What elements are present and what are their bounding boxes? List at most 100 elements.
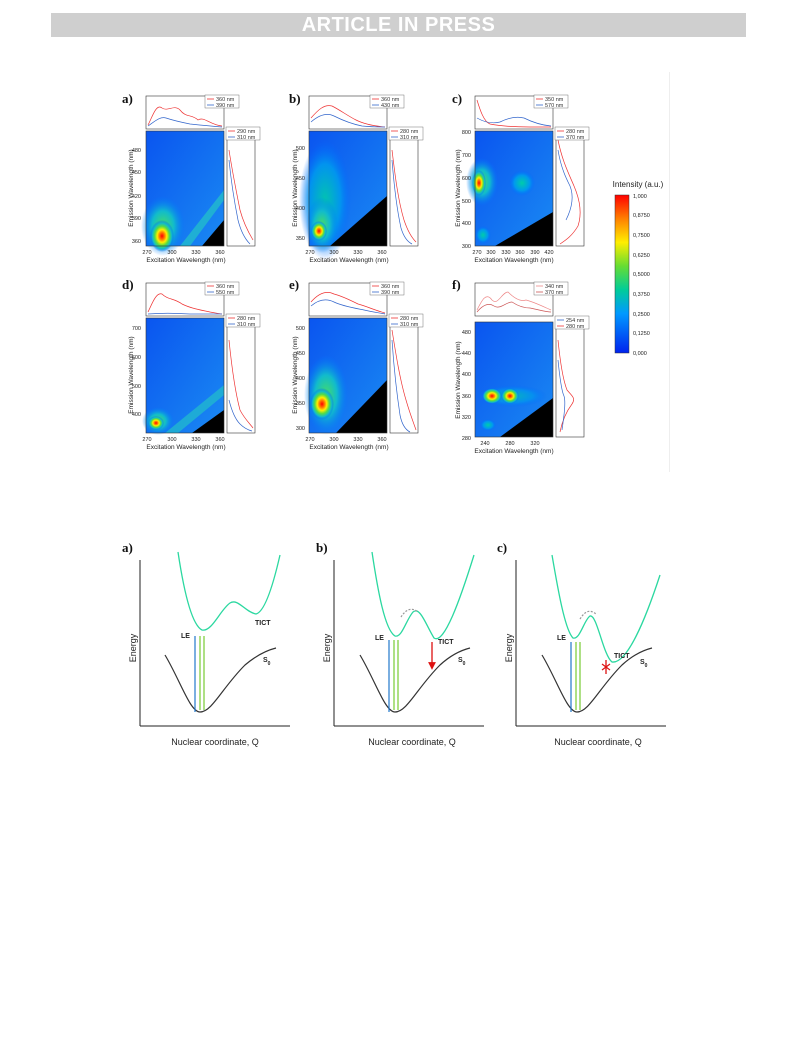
side-spectrum-red: [228, 149, 254, 241]
blocked-cross-icon: [601, 663, 611, 671]
eem-panel-f: f) 340 nm 370 nm 254 nm 280 nm 480 440: [452, 277, 590, 455]
panel-label: c): [497, 540, 507, 555]
y-tick: 500: [462, 199, 471, 205]
legend-entry: 360 nm: [216, 284, 235, 290]
y-tick: 300: [296, 426, 305, 432]
panel-label: e): [289, 277, 299, 292]
eem-contour: [509, 170, 535, 196]
legend-entry: 280 nm: [400, 316, 419, 322]
eem-peak: [150, 220, 174, 252]
colorbar-tick: 0,2500: [633, 312, 650, 318]
tict-label: TICT: [255, 620, 271, 627]
y-tick: 400: [132, 412, 141, 418]
eem-peak: [501, 388, 519, 404]
y-tick: 600: [462, 176, 471, 182]
y-tick: 360: [132, 239, 141, 245]
legend-entry: 390 nm: [381, 290, 400, 296]
y-tick: 420: [132, 194, 141, 200]
panel-label: b): [289, 91, 301, 106]
colorbar-tick: 0,5000: [633, 272, 650, 278]
side-spectrum-red: [557, 339, 574, 433]
eem-peak: [482, 388, 502, 404]
top-spectrum-blue: [147, 117, 223, 128]
excited-state-curve: [177, 551, 281, 631]
x-tick: 270: [142, 250, 151, 256]
x-axis-label: Excitation Wavelength (nm): [474, 448, 553, 455]
y-tick: 500: [296, 146, 305, 152]
y-tick: 300: [462, 244, 471, 250]
x-tick: 270: [305, 437, 314, 443]
legend-entry: 280 nm: [566, 129, 585, 135]
legend-entry: 360 nm: [381, 97, 400, 103]
legend-entry: 310 nm: [400, 135, 419, 141]
y-axis-label: Energy: [504, 633, 514, 662]
top-legend: 340 nm 370 nm: [533, 281, 569, 296]
excited-state-curve: [371, 551, 475, 640]
eem-contour: [480, 419, 496, 431]
side-legend: 280 nm 310 nm: [388, 313, 424, 328]
y-tick: 390: [132, 216, 141, 222]
ground-state-curve: [359, 647, 471, 713]
x-tick: 330: [501, 250, 510, 256]
le-label: LE: [557, 635, 566, 642]
legend-entry: 430 nm: [381, 103, 400, 109]
panel-label: a): [122, 540, 133, 555]
eem-panel-a: a) 360 nm 390 nm 290 nm 310 nm 480 450 4…: [122, 91, 261, 264]
y-tick: 400: [296, 376, 305, 382]
side-spectrum-blue: [391, 339, 411, 433]
y-tick: 400: [296, 206, 305, 212]
x-tick: 300: [329, 437, 338, 443]
legend-entry: 370 nm: [545, 290, 564, 296]
x-axis-label: Nuclear coordinate, Q: [554, 737, 642, 747]
x-axis-label: Excitation Wavelength (nm): [146, 444, 225, 451]
legend-entry: 280 nm: [566, 324, 585, 330]
side-legend: 280 nm 370 nm: [554, 126, 590, 141]
y-axis-label: Emission Wavelength (nm): [455, 341, 462, 418]
ground-state-curve: [541, 647, 653, 713]
y-tick: 450: [132, 170, 141, 176]
x-tick: 330: [353, 437, 362, 443]
masked-region: [192, 410, 224, 433]
legend-entry: 360 nm: [381, 284, 400, 290]
colorbar-tick: 0,3750: [633, 292, 650, 298]
x-axis-label: Excitation Wavelength (nm): [309, 257, 388, 264]
y-tick: 700: [462, 153, 471, 159]
legend-entry: 340 nm: [545, 284, 564, 290]
colorbar-gradient: [614, 194, 630, 354]
side-spectrum-blue: [228, 399, 253, 432]
y-tick: 450: [296, 351, 305, 357]
x-axis-label: Nuclear coordinate, Q: [171, 737, 259, 747]
x-tick: 330: [191, 437, 200, 443]
y-tick: 280: [462, 436, 471, 442]
legend-entry: 570 nm: [545, 103, 564, 109]
scatter-ridge: [165, 385, 224, 433]
y-tick: 600: [132, 355, 141, 361]
x-tick: 360: [377, 250, 386, 256]
y-tick: 400: [462, 372, 471, 378]
side-spectrum-red: [391, 149, 417, 243]
eem-panel-b: b) 360 nm 430 nm 280 nm 310 nm 500 450 4…: [289, 91, 424, 264]
y-tick: 320: [462, 415, 471, 421]
x-tick: 240: [480, 441, 489, 447]
y-axis-label: Emission Wavelength (nm): [292, 149, 299, 226]
y-axis-label: Emission Wavelength (nm): [292, 336, 299, 413]
top-spectrum-blue: [476, 301, 552, 313]
masked-region: [500, 398, 553, 437]
side-legend: 290 nm 310 nm: [225, 126, 261, 141]
ground-state-curve: [164, 647, 277, 713]
scatter-ridge: [180, 190, 224, 246]
tict-label: TICT: [438, 639, 454, 646]
top-spectrum-red: [147, 293, 223, 315]
energy-diagram-a: a) Energy Nuclear coordinate, Q LE TICT …: [122, 540, 290, 747]
top-spectrum-red: [476, 99, 551, 128]
legend-entry: 280 nm: [400, 129, 419, 135]
colorbar-tick: 0,8750: [633, 213, 650, 219]
y-axis-label: Emission Wavelength (nm): [128, 149, 135, 226]
x-axis-label: Excitation Wavelength (nm): [474, 257, 553, 264]
eem-peak: [472, 170, 486, 196]
masked-region: [330, 196, 387, 246]
barrier-crossing-arrow: [579, 610, 597, 620]
side-spectrum-box: [226, 317, 256, 434]
article-in-press-banner: ARTICLE IN PRESS: [51, 13, 746, 37]
